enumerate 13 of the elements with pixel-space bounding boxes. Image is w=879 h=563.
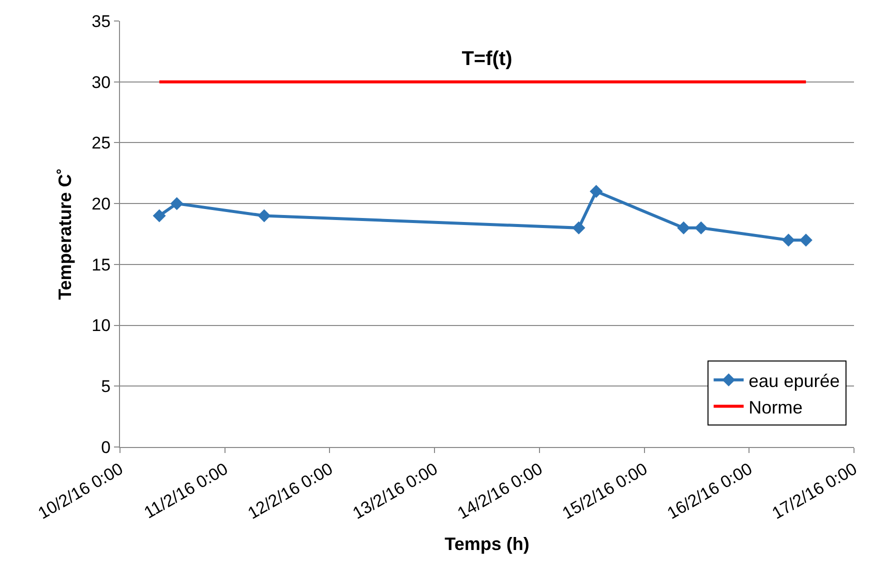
- y-tick-label: 35: [92, 12, 111, 31]
- y-axis-title: Temperature C˚: [54, 168, 75, 300]
- y-tick-label: 20: [92, 194, 111, 214]
- y-tick-label: 0: [101, 438, 111, 457]
- text: T=f(t): [462, 48, 512, 70]
- y-tick-label: 15: [92, 255, 111, 274]
- y-tick-label: 25: [92, 134, 111, 153]
- x-axis-title: Temps (h): [444, 534, 530, 554]
- legend-label: Norme: [748, 397, 803, 418]
- y-tick-label: 10: [92, 316, 111, 336]
- legend-label: eau epurée: [748, 370, 840, 391]
- y-tick-label: 5: [101, 377, 111, 396]
- y-tick-label: 30: [92, 72, 111, 92]
